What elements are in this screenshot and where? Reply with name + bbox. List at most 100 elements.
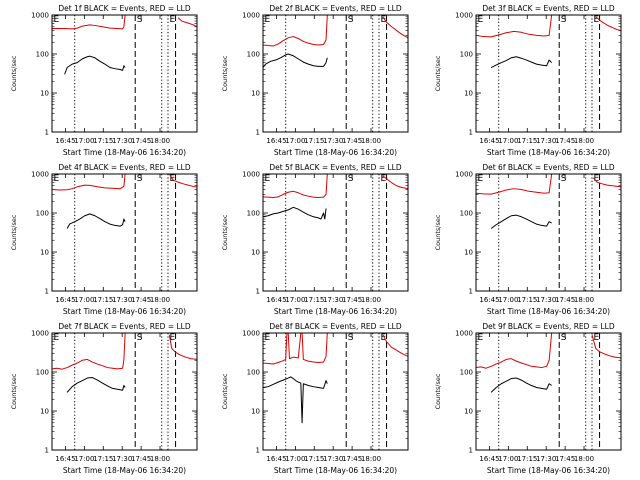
x-tick-label: 16:45 [266, 137, 286, 145]
events-line [263, 206, 327, 220]
y-tick-label: 1 [469, 129, 473, 137]
y-tick-label: 1000 [242, 12, 260, 20]
y-tick-label: 100 [460, 210, 473, 218]
x-tick-label: 18:00 [361, 455, 381, 463]
lld-line [592, 177, 621, 188]
x-axis-label: Start Time (18-May-06 16:34:20) [274, 307, 397, 316]
x-tick-label: 18:00 [574, 296, 594, 304]
plot-frame [51, 332, 198, 451]
y-tick-label: 1 [45, 288, 49, 296]
lld-line [263, 333, 329, 365]
series-group [52, 15, 197, 75]
x-tick-label: 17:15 [304, 296, 324, 304]
event-marker-label: S [137, 333, 143, 343]
x-tick-label: 16:45 [55, 137, 75, 145]
y-tick-label: 1000 [455, 171, 473, 179]
x-axis-label: Start Time (18-May-06 16:34:20) [274, 466, 397, 475]
event-marker-label: E [381, 174, 387, 184]
x-tick-label: 18:00 [361, 296, 381, 304]
event-marker-label: E [170, 333, 176, 343]
y-tick-label: 100 [460, 369, 473, 377]
event-marker-label: S [137, 174, 143, 184]
event-marker-label: S [348, 15, 354, 25]
x-tick-label: 18:00 [574, 455, 594, 463]
y-tick-label: 10 [40, 408, 49, 416]
x-tick-label: 16:45 [479, 296, 499, 304]
y-tick-label: 1 [469, 447, 473, 455]
y-tick-label: 1 [45, 447, 49, 455]
x-tick-label: 17:30 [112, 455, 132, 463]
event-marker-label: E [381, 333, 387, 343]
lld-line [476, 174, 553, 195]
y-axis-label: Counts/sec [434, 214, 442, 250]
detector-panel: Det 1f BLACK = Events, RED = LLD Counts/s… [10, 4, 198, 157]
series-group [476, 174, 621, 229]
x-axis-label: Start Time (18-May-06 16:34:20) [487, 466, 610, 475]
y-axis-label: Counts/sec [221, 373, 229, 409]
x-tick-label: 17:30 [536, 455, 556, 463]
y-axis-label: Counts/sec [10, 373, 18, 409]
y-tick-label: 1 [256, 129, 260, 137]
y-tick-label: 10 [251, 249, 260, 257]
events-line [490, 56, 553, 68]
y-axis-label: Counts/sec [10, 214, 18, 250]
x-tick-label: 17:00 [498, 296, 518, 304]
lld-line [52, 333, 127, 370]
y-axis-label: Counts/sec [10, 55, 18, 91]
y-tick-label: 1000 [31, 171, 49, 179]
series-group [263, 15, 408, 68]
panel-title: Det 4f BLACK = Events, RED = LLD [58, 163, 191, 172]
x-tick-label: 17:30 [112, 296, 132, 304]
x-tick-label: 17:45 [555, 296, 575, 304]
lld-line [263, 15, 329, 47]
lld-line [177, 17, 197, 28]
y-tick-label: 100 [247, 369, 260, 377]
event-marker-label: E [54, 15, 60, 25]
y-tick-label: 10 [40, 249, 49, 257]
x-tick-label: 17:30 [323, 455, 343, 463]
series-group [263, 333, 408, 424]
x-tick-label: 17:15 [93, 455, 113, 463]
x-tick-label: 17:30 [536, 296, 556, 304]
x-tick-label: 16:45 [55, 455, 75, 463]
x-tick-label: 17:45 [131, 455, 151, 463]
y-tick-label: 10 [251, 90, 260, 98]
y-tick-label: 10 [40, 90, 49, 98]
lld-line [595, 16, 621, 32]
detector-panel: Det 8f BLACK = Events, RED = LLD Counts/s… [221, 322, 409, 475]
panel-title: Det 1f BLACK = Events, RED = LLD [58, 4, 191, 13]
y-tick-label: 10 [464, 90, 473, 98]
lld-line [382, 175, 408, 190]
event-marker-label: E [265, 15, 271, 25]
x-tick-label: 17:45 [555, 455, 575, 463]
lld-line [476, 333, 553, 369]
x-axis-label: Start Time (18-May-06 16:34:20) [63, 307, 186, 316]
events-line [490, 214, 552, 229]
x-tick-label: 17:00 [74, 137, 94, 145]
plot-frame [262, 14, 409, 133]
x-tick-label: 17:00 [285, 137, 305, 145]
detector-panel: Det 4f BLACK = Events, RED = LLD Counts/s… [10, 163, 198, 316]
x-tick-label: 16:45 [479, 455, 499, 463]
y-tick-label: 10 [251, 408, 260, 416]
x-tick-label: 18:00 [574, 137, 594, 145]
x-tick-label: 17:15 [93, 137, 113, 145]
x-tick-label: 17:30 [323, 296, 343, 304]
event-marker-label: E [594, 15, 600, 25]
lld-line [263, 174, 329, 198]
x-tick-label: 17:30 [536, 137, 556, 145]
x-axis-label: Start Time (18-May-06 16:34:20) [63, 148, 186, 157]
y-tick-label: 100 [36, 210, 49, 218]
x-axis-label: Start Time (18-May-06 16:34:20) [487, 148, 610, 157]
event-marker-label: E [478, 15, 484, 25]
x-tick-label: 17:45 [342, 455, 362, 463]
event-marker-label: E [381, 15, 387, 25]
plot-frame [262, 332, 409, 451]
lld-line [168, 334, 197, 360]
event-marker-label: E [54, 174, 60, 184]
events-line [263, 53, 328, 68]
event-marker-label: E [265, 333, 271, 343]
lld-line [591, 334, 621, 359]
event-marker-label: S [561, 174, 567, 184]
